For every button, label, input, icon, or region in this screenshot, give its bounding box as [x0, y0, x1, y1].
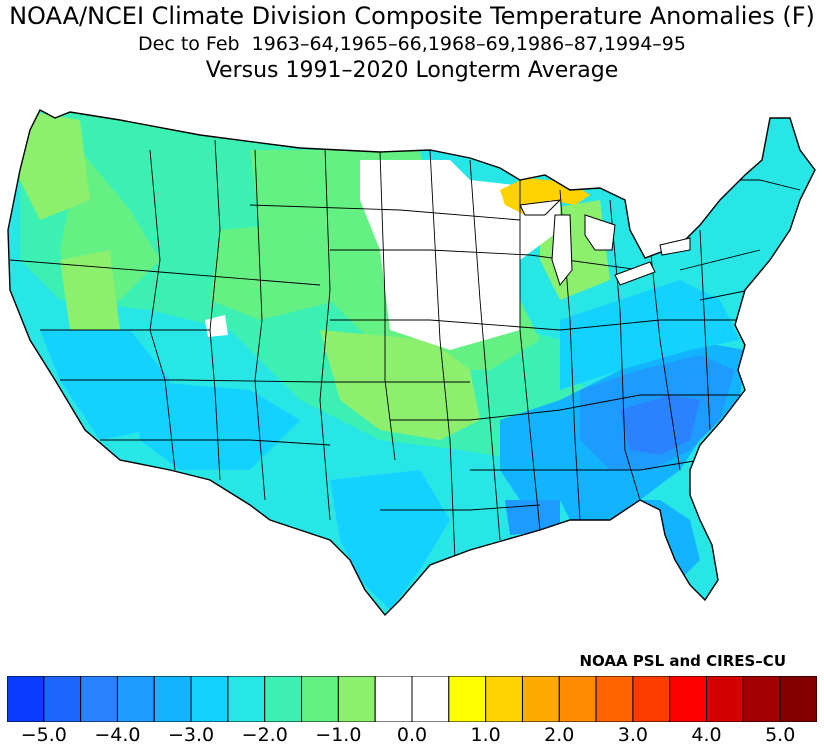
- legend-color-swatch: [301, 676, 339, 722]
- credit-label: NOAA PSL and CIRES–CU: [579, 652, 786, 670]
- legend-color-swatch: [264, 676, 303, 722]
- legend-color-swatch: [43, 676, 82, 722]
- legend-tick-label: 1.0: [470, 724, 501, 746]
- legend-tick-label: 0.0: [396, 724, 428, 746]
- legend-tick-label: −5.0: [20, 724, 67, 746]
- legend-tick-label: 3.0: [617, 724, 649, 746]
- map-subtitle-period: Dec to Feb 1963–64,1965–66,1968–69,1986–…: [138, 33, 686, 55]
- climate-division-borders: [9, 139, 801, 561]
- legend-color-swatch: [558, 676, 597, 722]
- legend-color-swatch: [742, 676, 781, 722]
- map-subtitle-baseline: Versus 1991–2020 Longterm Average: [205, 58, 619, 83]
- legend-color-swatch: [374, 676, 413, 722]
- legend-color-swatch: [521, 676, 560, 722]
- us-climate-division-map: [7, 109, 816, 617]
- anomaly-fill-regions: [8, 110, 815, 615]
- us-outline: [7, 109, 816, 617]
- legend-color-swatch: [80, 676, 118, 722]
- legend-color-swatch: [595, 676, 634, 722]
- legend-color-swatch: [153, 676, 192, 722]
- legend-color-swatch: [7, 676, 45, 722]
- legend-tick-label: −1.0: [315, 724, 362, 746]
- legend-color-swatch: [190, 676, 229, 722]
- legend-tick-label: 2.0: [544, 724, 575, 746]
- legend-color-swatch: [632, 676, 671, 722]
- map-title: NOAA/NCEI Climate Division Composite Tem…: [9, 2, 815, 30]
- color-legend-bar: [7, 676, 817, 722]
- legend-color-swatch: [227, 676, 266, 722]
- legend-tick-label: 5.0: [765, 724, 796, 746]
- legend-tick-label: −4.0: [94, 724, 141, 746]
- legend-color-swatch: [669, 676, 708, 722]
- legend-tick-label: −2.0: [241, 724, 288, 746]
- legend-tick-label: −3.0: [168, 724, 215, 746]
- legend-color-swatch: [337, 676, 376, 722]
- legend-color-swatch: [706, 676, 744, 722]
- great-lakes: [519, 199, 691, 287]
- legend-tick-label: 4.0: [691, 724, 722, 746]
- legend-color-swatch: [411, 676, 450, 722]
- legend-color-swatch: [779, 676, 817, 722]
- legend-color-swatch: [116, 676, 155, 722]
- legend-color-swatch: [448, 676, 487, 722]
- legend-color-swatch: [485, 676, 523, 722]
